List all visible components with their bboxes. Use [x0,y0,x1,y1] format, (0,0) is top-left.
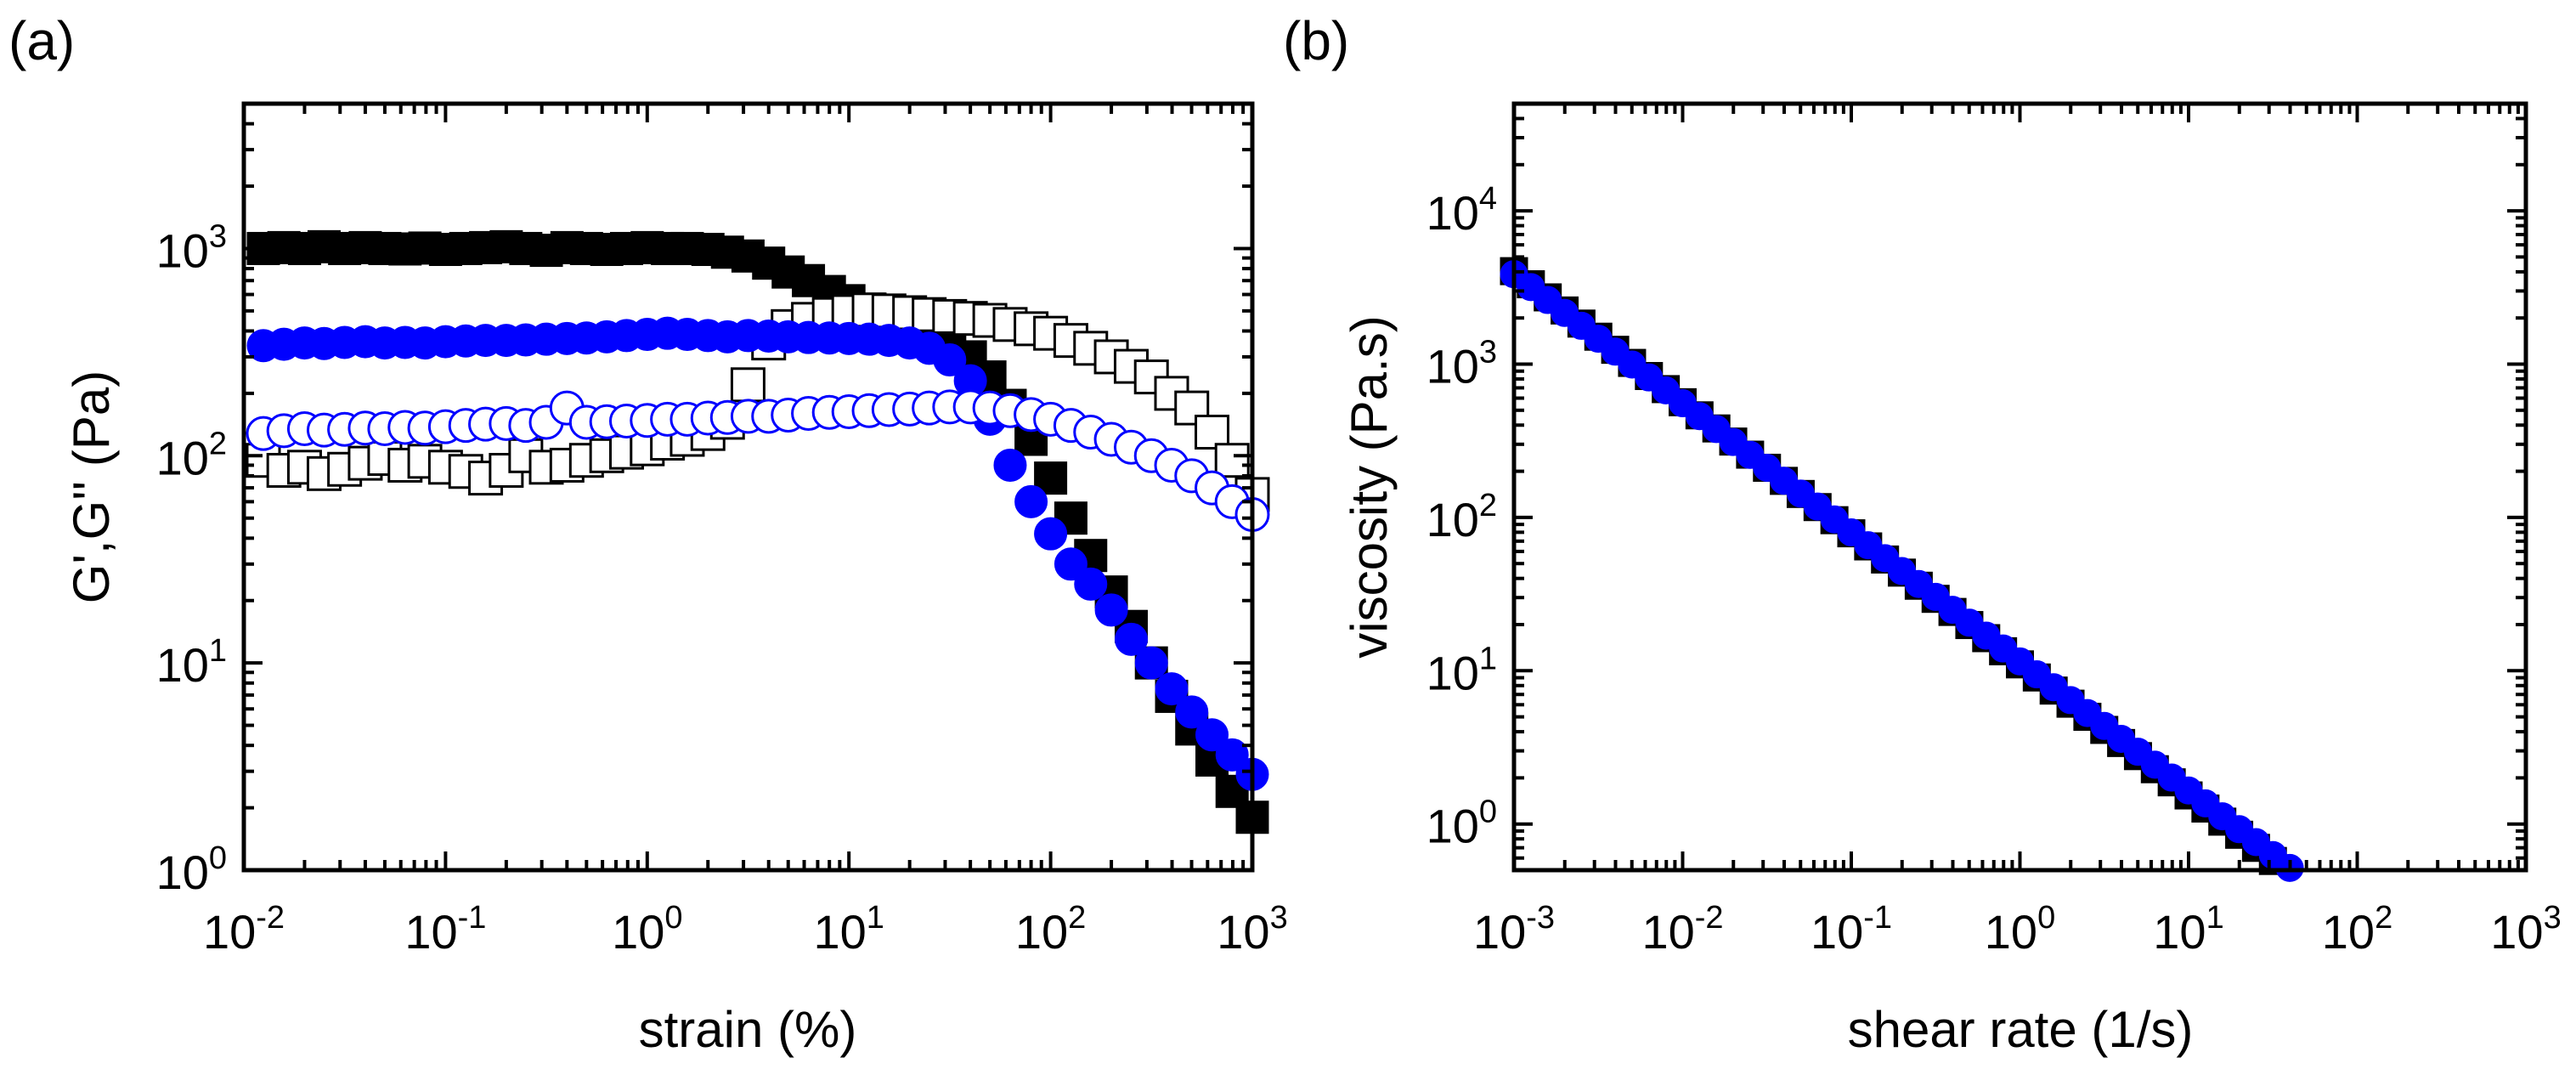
panel-b: (b) 10-3 10-2 10-1 100 101 102 103 10010110210… [1283,10,2562,1058]
panel-b-label: (b) [1283,10,1349,71]
panel-a-x-tick-label: 103 [1217,900,1287,959]
panel-a-series-2-point [1215,738,1249,772]
panel-b-ticks [1512,102,2528,872]
panel-a-series-2-point [1155,672,1189,706]
panel-a-x-tick-label: 10-2 [203,900,285,959]
panel-a-x-tick-label: 100 [612,900,682,959]
panel-a-series-2-point [1054,547,1087,581]
panel-b-points [1500,257,2304,882]
panel-b-x-tick-label: 100 [1985,900,2055,959]
panel-b-x-tick-label: 101 [2153,900,2223,959]
panel-a-series-2-point [1034,517,1068,551]
panel-a-x-axis-label: strain (%) [639,1001,857,1058]
panel-a-series-2-point [1114,622,1148,656]
panel-a-series-2-point [1195,718,1229,752]
panel-a-points [246,229,1270,834]
panel-a-x-tick-labels: 10-2 10-1 100 101 102 103 [203,900,1288,959]
panel-a-x-tick-label: 102 [1015,900,1086,959]
panel-a-series-1-point [1214,443,1250,478]
panel-a-series-2-point [1134,646,1168,680]
panel-a-series-2-point [1094,593,1128,627]
panel-b-x-tick-label: 103 [2490,900,2561,959]
panel-b-y-tick-label: 104 [1426,181,1497,240]
panel-a-ticks [242,102,1254,872]
panel-a-series-1-point [730,367,765,403]
panel-a-y-tick-label: 100 [156,840,227,899]
panel-a-y-axis-label: G',G'' (Pa) [63,370,120,603]
panel-a-x-tick-label: 101 [813,900,884,959]
panel-a-y-tick-label: 103 [156,218,227,277]
panel-a: (a) 10-2 10-1 100 101 102 103 100 101 102 103 st… [8,10,1288,1058]
panel-b-y-tick-label: 100 [1426,795,1497,853]
panel-a-y-tick-labels: 100 101 102 103 [156,218,227,899]
panel-b-frame [1511,101,2528,873]
panel-a-series-2-point [1074,567,1108,601]
panel-b-x-tick-label: 10-1 [1811,900,1892,959]
panel-b-y-tick-label: 103 [1426,334,1497,393]
panel-a-series-2-point [993,448,1027,482]
panel-b-x-tick-label: 10-2 [1641,900,1723,959]
panel-a-y-tick-label: 102 [156,426,227,484]
panel-a-series-2-point [1175,695,1209,729]
panel-a-frame [241,101,1255,873]
panel-a-series-1-point [1195,415,1230,450]
panel-b-x-tick-label: 102 [2322,900,2392,959]
panel-b-y-tick-label: 101 [1426,641,1497,699]
panel-a-x-tick-label: 10-1 [404,900,486,959]
panel-a-label: (a) [8,10,75,71]
panel-a-y-tick-label: 101 [156,633,227,692]
panel-b-y-tick-labels: 100 101 102 103 104 [1426,181,1497,853]
panel-b-x-axis-label: shear rate (1/s) [1848,1001,2194,1058]
panel-b-x-tick-labels: 10-3 10-2 10-1 100 101 102 103 [1473,900,2562,959]
panel-b-y-axis-label: viscosity (Pa.s) [1341,315,1398,658]
panel-b-x-tick-label: 10-3 [1473,900,1555,959]
panel-b-y-tick-label: 102 [1426,488,1497,546]
panel-a-series-2-point [1014,484,1048,518]
panel-a-series-2-point [933,343,967,377]
